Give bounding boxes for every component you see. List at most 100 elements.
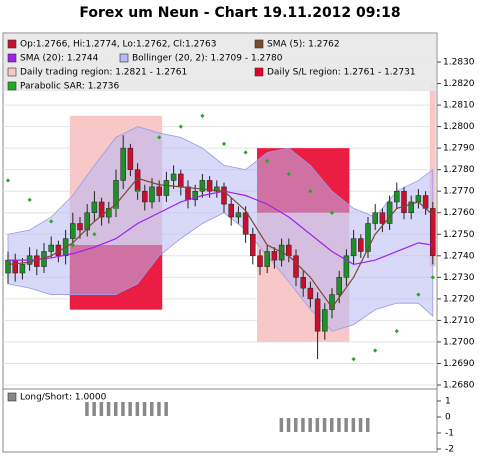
- legend-swatch: [254, 67, 264, 77]
- candle-body: [221, 186, 227, 205]
- candle-body: [286, 244, 292, 257]
- sar-dot: [135, 189, 140, 194]
- sar-dot: [5, 178, 11, 183]
- candle-body: [386, 201, 393, 224]
- chart-title: Forex um Neun - Chart 19.11.2012 09:18: [79, 5, 400, 21]
- sar-dot: [394, 329, 399, 334]
- candle-body: [185, 186, 191, 201]
- candle-body: [264, 251, 270, 267]
- long-short-bar: [164, 402, 168, 416]
- candle-body: [372, 212, 378, 224]
- long-short-bar: [322, 418, 327, 432]
- candle-body: [178, 173, 184, 188]
- sar-dot: [113, 206, 119, 211]
- sar-dot: [286, 171, 291, 177]
- y-tick-label: -2: [445, 445, 454, 455]
- candle-body: [77, 223, 83, 231]
- legend-label: Long/Short: 1.0000: [20, 393, 107, 403]
- candle-body: [271, 251, 278, 261]
- y-tick-label: 1.2810: [443, 101, 475, 111]
- candle-body: [199, 180, 206, 192]
- sar-dot: [27, 197, 32, 202]
- candle-body: [300, 277, 306, 289]
- sar-dot: [416, 292, 421, 297]
- y-tick-label: 1.2740: [443, 251, 475, 261]
- candle-body: [242, 212, 249, 235]
- sar-dot: [178, 124, 183, 129]
- sar-dot: [430, 275, 435, 280]
- candle-body: [250, 234, 256, 257]
- candle-body: [192, 190, 198, 201]
- y-tick-label: 1.2750: [443, 230, 475, 240]
- y-tick-label: 1.2680: [443, 381, 475, 391]
- y-tick-label: 1.2820: [443, 79, 475, 89]
- candle-body: [214, 186, 220, 192]
- y-tick-label: 1.2700: [443, 337, 475, 347]
- candle-body: [343, 255, 350, 278]
- long-short-bar: [294, 418, 298, 432]
- candle-body: [48, 244, 54, 252]
- long-short-bar: [135, 402, 140, 416]
- candle-body: [257, 255, 263, 267]
- long-short-bar: [157, 402, 161, 416]
- long-short-bar: [106, 402, 111, 416]
- candle-body: [379, 212, 386, 224]
- candle-body: [401, 190, 407, 213]
- long-short-bar: [330, 418, 334, 432]
- candle-body: [235, 212, 242, 218]
- long-short-bar: [121, 402, 125, 416]
- sar-dot: [157, 135, 162, 140]
- legend-label: Parabolic SAR: 1.2736: [20, 82, 119, 92]
- legend-label: Op:1.2766, Hi:1.2774, Lo:1.2762, Cl:1.27…: [20, 40, 216, 50]
- candle-body: [91, 201, 98, 213]
- legend-box: [4, 34, 436, 91]
- candle-body: [365, 223, 371, 252]
- legend-swatch: [254, 39, 264, 49]
- candle-body: [70, 223, 76, 239]
- long-short-bar: [337, 418, 341, 432]
- long-short-bar: [92, 402, 96, 416]
- legend-swatch: [7, 392, 17, 402]
- candle-body: [322, 309, 328, 332]
- candle-body: [98, 201, 105, 218]
- long-short-bar: [85, 402, 89, 416]
- long-short-bar: [150, 402, 154, 416]
- candle-body: [120, 147, 126, 181]
- y-tick-label: 1.2790: [443, 144, 475, 154]
- y-tick-label: 1.2720: [443, 294, 475, 304]
- long-short-bar: [301, 418, 305, 432]
- candle-body: [336, 277, 342, 295]
- y-tick-label: 1.2730: [443, 273, 475, 283]
- sma5-line: [7, 177, 434, 309]
- candle-body: [170, 173, 177, 181]
- long-short-bar: [114, 402, 118, 416]
- candle-body: [206, 180, 213, 192]
- candle-body: [106, 208, 112, 218]
- candle-body: [5, 259, 11, 274]
- sar-dot: [351, 357, 356, 362]
- legend-swatch: [119, 53, 129, 63]
- candle-body: [394, 190, 400, 203]
- y-tick-label: 1.2760: [443, 208, 475, 218]
- candle-body: [307, 287, 314, 300]
- candle-body: [350, 238, 357, 257]
- bollinger-band: [7, 126, 434, 332]
- y-tick-label: 1.2830: [443, 58, 475, 68]
- long-short-bar: [358, 418, 363, 432]
- candle-body: [149, 186, 155, 203]
- y-tick-label: 1.2770: [443, 187, 475, 197]
- sar-dot: [70, 242, 75, 248]
- candle-body: [12, 259, 18, 274]
- y-tick-label: 1.2780: [443, 165, 475, 175]
- legend-swatch: [7, 67, 17, 77]
- sar-dot: [92, 232, 97, 237]
- sar-dot: [243, 150, 248, 155]
- legend-label: Bollinger (20, 2): 1.2709 - 1.2780: [132, 54, 283, 64]
- sar-dot: [221, 141, 227, 146]
- y-tick-label: 1.2800: [443, 122, 475, 132]
- y-tick-label: 1.2710: [443, 316, 475, 326]
- long-short-bar: [344, 418, 348, 432]
- candle-body: [156, 186, 162, 196]
- long-short-bar: [315, 418, 320, 432]
